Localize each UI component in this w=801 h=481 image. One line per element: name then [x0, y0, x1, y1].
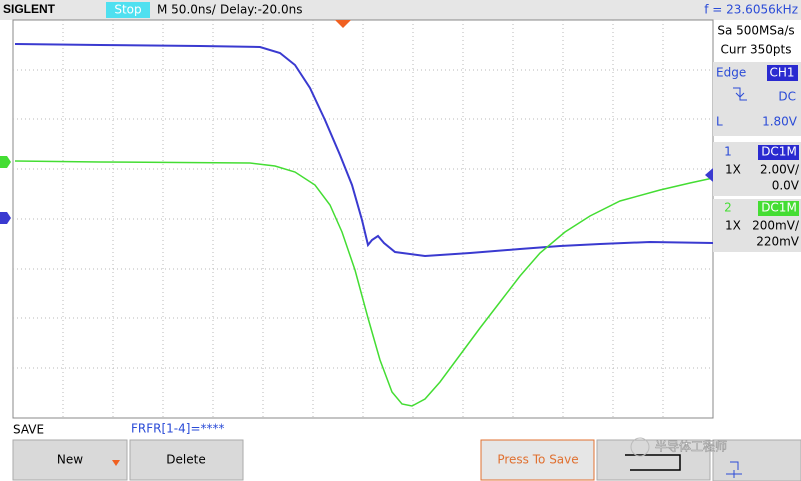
- menu-title: SAVE: [13, 423, 44, 437]
- status: Stop: [114, 3, 141, 17]
- ch1-offset: 0.0V: [772, 179, 800, 193]
- frequency: f = 23.6056kHz: [704, 3, 798, 17]
- grid: [13, 20, 713, 418]
- trigger-position-marker: [335, 20, 351, 28]
- ch1-scale: 2.00V/: [760, 163, 800, 177]
- save-label: Press To Save: [497, 453, 578, 467]
- brand: SIGLENT: [3, 2, 56, 16]
- trigger-type: Edge: [716, 66, 746, 80]
- trigger-coupling: DC: [778, 90, 796, 104]
- ch2-trace: [14, 160, 714, 407]
- delete-label: Delete: [166, 453, 205, 467]
- delay: Delay:-20.0ns: [220, 3, 303, 17]
- ch1-coupling: DC1M: [761, 145, 797, 159]
- ch2-scale: 200mV/: [752, 219, 800, 233]
- timebase: M 50.0ns/: [157, 3, 217, 17]
- ch1-number: 1: [724, 145, 732, 159]
- ch1-marker: [0, 212, 11, 224]
- new-label: New: [57, 453, 83, 467]
- trigger-source: CH1: [769, 66, 794, 80]
- new-button[interactable]: [12, 439, 128, 481]
- filename: FRFR[1-4]=****: [131, 422, 225, 436]
- ch2-marker: [0, 156, 11, 168]
- ch1-coupling-box: [758, 145, 799, 160]
- ch2-number: 2: [724, 201, 732, 215]
- ch2-probe: 1X: [725, 219, 741, 233]
- return-button[interactable]: [596, 439, 711, 481]
- return-icon: [625, 454, 681, 471]
- ch2-coupling-box: [758, 201, 799, 216]
- trigger-level-marker: [705, 168, 713, 182]
- delete-button[interactable]: [129, 439, 244, 481]
- edge-icon: [733, 87, 747, 101]
- watermark-icon: [630, 437, 650, 457]
- ch1-probe: 1X: [725, 163, 741, 177]
- status-box: [106, 2, 150, 18]
- watermark: 半导体工程师: [655, 439, 727, 454]
- save-button[interactable]: [480, 439, 595, 481]
- trigger-level-label: L: [716, 115, 723, 129]
- ch2-offset: 220mV: [756, 235, 800, 249]
- network-icon: [726, 461, 742, 478]
- sample-rate: Sa 500MSa/s: [717, 24, 794, 38]
- memory-depth: Curr 350pts: [721, 43, 792, 57]
- new-arrow: [112, 460, 120, 466]
- trigger-source-box: [767, 65, 798, 81]
- ch1-trace: [14, 43, 714, 258]
- top-bar: [0, 0, 801, 20]
- ch2-coupling: DC1M: [761, 201, 797, 215]
- trigger-level: 1.80V: [762, 115, 798, 129]
